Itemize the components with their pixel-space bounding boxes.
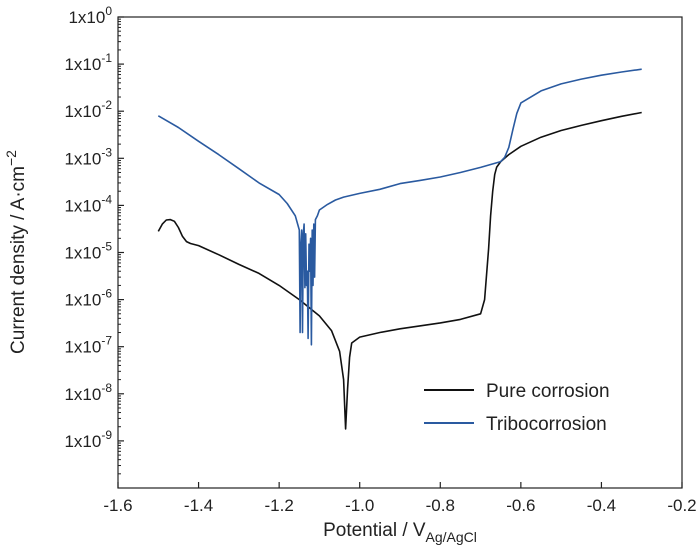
series-layer: [157, 68, 642, 430]
y-tick-label-base: 1x10: [64, 244, 101, 263]
x-axis-title-main: Potential / V: [323, 520, 426, 541]
y-tick-label-base: 1x10: [64, 291, 101, 310]
x-tick-label: -0.8: [426, 496, 455, 515]
y-tick-label-base: 1x10: [64, 149, 101, 168]
x-axis: -1.6 -1.4 -1.2 -1.0 -0.8 -0.6 -0.4 -0.2: [103, 482, 697, 515]
y-tick-label: 1x10-4: [64, 192, 112, 215]
y-tick-label-base: 1x10: [64, 385, 101, 404]
y-tick-label-base: 1x10: [64, 55, 101, 74]
y-tick-label: 1x10-9: [64, 428, 112, 451]
y-tick-label: 1x100: [68, 4, 112, 27]
y-tick-label-exponent: -5: [101, 240, 112, 254]
y-tick-label-base: 1x10: [64, 102, 101, 121]
y-tick-label-exponent: 0: [105, 4, 112, 18]
y-tick-label-exponent: -6: [101, 287, 112, 301]
y-tick-label-base: 1x10: [68, 8, 105, 27]
y-tick-label-base: 1x10: [64, 196, 101, 215]
x-tick-label: -1.6: [103, 496, 132, 515]
y-tick-label-base: 1x10: [64, 432, 101, 451]
y-axis: 1x10-91x10-81x10-71x10-61x10-51x10-41x10…: [64, 4, 124, 475]
legend-label-tribocorrosion: Tribocorrosion: [486, 414, 607, 435]
legend-label-pure-corrosion: Pure corrosion: [486, 381, 610, 402]
y-tick-label: 1x10-1: [64, 51, 112, 74]
series-line-tribocorrosion: [157, 68, 642, 346]
x-axis-title-subscript: Ag/AgCl: [426, 529, 477, 545]
legend: Pure corrosion Tribocorrosion: [424, 381, 610, 435]
x-axis-title: Potential / VAg/AgCl: [323, 520, 477, 545]
x-tick-label: -1.2: [264, 496, 293, 515]
y-tick-label-exponent: -7: [101, 334, 112, 348]
x-tick-label: -1.4: [184, 496, 213, 515]
y-tick-label: 1x10-7: [64, 334, 112, 357]
y-tick-label-exponent: -1: [101, 51, 112, 65]
x-tick-label: -1.0: [345, 496, 374, 515]
y-tick-label: 1x10-2: [64, 98, 112, 121]
y-axis-title: Current density / A·cm−2: [3, 150, 29, 354]
x-tick-label: -0.6: [506, 496, 535, 515]
y-tick-label: 1x10-6: [64, 287, 112, 310]
y-tick-label-exponent: -3: [101, 145, 112, 159]
y-axis-title-superscript: −2: [3, 150, 19, 166]
x-tick-label: -0.2: [667, 496, 696, 515]
y-tick-label: 1x10-8: [64, 381, 112, 404]
y-tick-label-base: 1x10: [64, 338, 101, 357]
series-line-pure-corrosion: [157, 111, 642, 430]
y-tick-label-exponent: -4: [101, 192, 112, 206]
y-tick-label: 1x10-5: [64, 240, 112, 263]
y-tick-label-exponent: -8: [101, 381, 112, 395]
y-tick-label: 1x10-3: [64, 145, 112, 168]
y-tick-label-exponent: -2: [101, 98, 112, 112]
x-tick-label: -0.4: [587, 496, 616, 515]
y-tick-label-exponent: -9: [101, 428, 112, 442]
y-axis-title-main: Current density / A·cm: [8, 166, 29, 354]
